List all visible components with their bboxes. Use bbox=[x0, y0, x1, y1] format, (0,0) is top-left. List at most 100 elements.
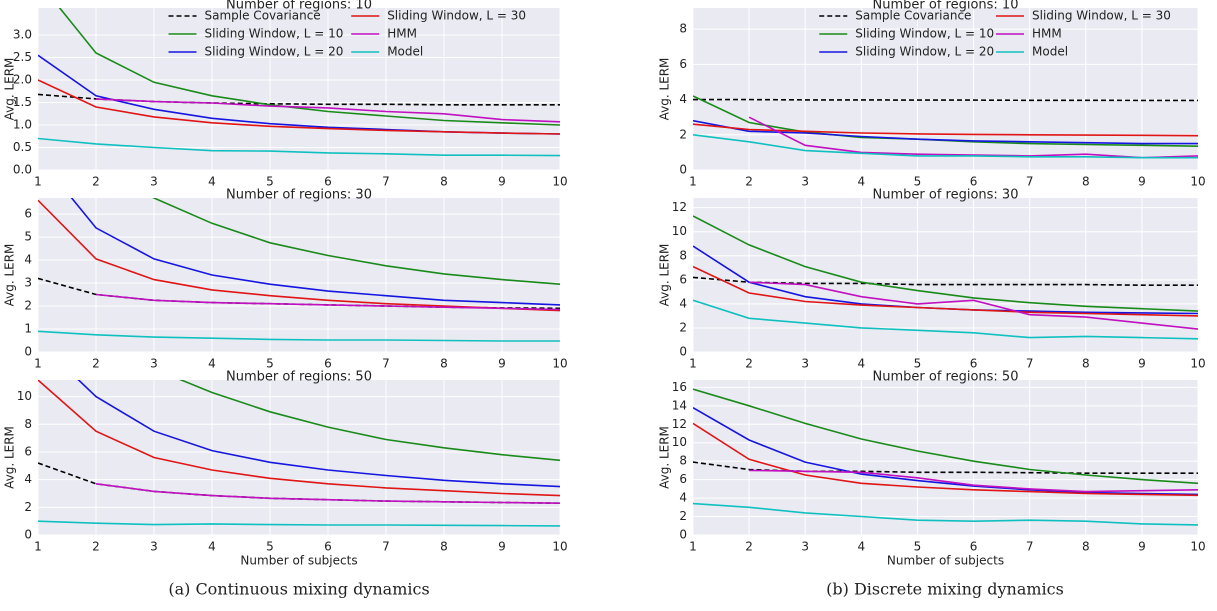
x-tick-label: 6 bbox=[324, 540, 332, 554]
x-tick-label: 3 bbox=[150, 175, 158, 189]
y-tick-label: 5 bbox=[24, 230, 32, 244]
y-tick-label: 0.0 bbox=[13, 163, 32, 177]
y-tick-label: 0 bbox=[679, 163, 687, 177]
x-tick-label: 5 bbox=[914, 175, 922, 189]
series-line bbox=[95, 483, 560, 504]
x-tick-label: 9 bbox=[1138, 175, 1146, 189]
x-tick-label: 3 bbox=[150, 357, 158, 371]
x-tick-label: 10 bbox=[1190, 175, 1205, 189]
plot-area bbox=[38, 198, 560, 352]
y-axis-label: Avg. LERM bbox=[3, 244, 17, 307]
lines bbox=[693, 95, 1198, 159]
y-tick-label: 2 bbox=[24, 299, 32, 313]
x-tick-label: 2 bbox=[92, 357, 100, 371]
series-line bbox=[95, 98, 560, 123]
y-tick-label: 2 bbox=[679, 127, 687, 141]
y-tick-label: 2.5 bbox=[13, 50, 32, 64]
x-tick-label: 6 bbox=[970, 357, 978, 371]
series-line bbox=[38, 93, 560, 106]
x-tick-label: 9 bbox=[498, 540, 506, 554]
y-tick-label: 8 bbox=[679, 248, 687, 262]
y-tick-label: 10 bbox=[672, 435, 687, 449]
legend-label: Sample Covariance bbox=[855, 9, 971, 23]
series-line bbox=[749, 281, 1198, 330]
series-line bbox=[38, 137, 560, 157]
series-line bbox=[748, 116, 1198, 159]
x-tick-label: 8 bbox=[1082, 357, 1090, 371]
y-tick-label: 14 bbox=[672, 398, 687, 412]
y-axis-label: Avg. LERM bbox=[658, 58, 672, 121]
y-tick-label: 10 bbox=[672, 224, 687, 238]
series-line bbox=[693, 119, 1198, 145]
series-line bbox=[693, 265, 1198, 317]
x-axis-label: Number of subjects bbox=[240, 554, 357, 568]
lines bbox=[38, 198, 560, 342]
x-tick-label: 10 bbox=[552, 540, 567, 554]
series-line bbox=[152, 198, 560, 285]
x-tick-label: 1 bbox=[689, 540, 697, 554]
x-tick-label: 1 bbox=[34, 357, 42, 371]
y-tick-label: 1.5 bbox=[13, 95, 32, 109]
series-line bbox=[693, 422, 1198, 497]
x-tick-label: 7 bbox=[382, 175, 390, 189]
series-line bbox=[95, 293, 560, 311]
y-tick-label: 2 bbox=[679, 320, 687, 334]
y-tick-label: 2 bbox=[679, 509, 687, 523]
series-line bbox=[70, 198, 560, 306]
y-tick-label: 6 bbox=[24, 444, 32, 458]
y-tick-label: 3 bbox=[24, 276, 32, 290]
x-tick-label: 8 bbox=[440, 175, 448, 189]
x-tick-label: 10 bbox=[552, 357, 567, 371]
x-tick-label: 8 bbox=[1082, 175, 1090, 189]
x-tick-label: 6 bbox=[324, 175, 332, 189]
y-tick-label: 4 bbox=[679, 296, 687, 310]
x-tick-label: 1 bbox=[34, 175, 42, 189]
y-tick-label: 12 bbox=[672, 200, 687, 214]
y-tick-label: 2.0 bbox=[13, 73, 32, 87]
chart-title: Number of regions: 50 bbox=[226, 370, 372, 385]
x-tick-label: 2 bbox=[745, 175, 753, 189]
x-tick-label: 5 bbox=[266, 357, 274, 371]
series-line bbox=[58, 8, 560, 126]
x-tick-label: 3 bbox=[801, 540, 809, 554]
x-tick-label: 7 bbox=[1026, 175, 1034, 189]
plot-area bbox=[693, 380, 1198, 535]
y-tick-label: 0 bbox=[679, 528, 687, 542]
y-tick-label: 8 bbox=[679, 454, 687, 468]
x-tick-label: 2 bbox=[745, 357, 753, 371]
y-tick-label: 1.0 bbox=[13, 118, 32, 132]
series-line bbox=[77, 380, 560, 488]
series-line bbox=[693, 407, 1198, 496]
y-tick-label: 10 bbox=[17, 389, 32, 403]
x-axis-label: Number of subjects bbox=[887, 554, 1004, 568]
x-tick-label: 7 bbox=[382, 357, 390, 371]
x-tick-label: 6 bbox=[970, 540, 978, 554]
y-tick-label: 0 bbox=[24, 345, 32, 359]
x-tick-label: 8 bbox=[1082, 540, 1090, 554]
x-tick-label: 6 bbox=[970, 175, 978, 189]
x-tick-label: 8 bbox=[440, 540, 448, 554]
legend-label: Sliding Window, L = 10 bbox=[855, 27, 994, 41]
x-tick-label: 5 bbox=[914, 540, 922, 554]
x-tick-label: 3 bbox=[801, 357, 809, 371]
x-tick-label: 10 bbox=[1190, 357, 1205, 371]
x-tick-label: 9 bbox=[498, 175, 506, 189]
legend-label: HMM bbox=[1032, 27, 1062, 41]
x-tick-label: 7 bbox=[1026, 357, 1034, 371]
x-tick-label: 9 bbox=[498, 357, 506, 371]
x-tick-label: 8 bbox=[440, 357, 448, 371]
y-axis-label: Avg. LERM bbox=[3, 58, 17, 121]
chart-title: Number of regions: 30 bbox=[873, 188, 1019, 203]
x-tick-label: 4 bbox=[208, 357, 216, 371]
plot-area bbox=[38, 380, 560, 535]
y-tick-label: 4 bbox=[24, 472, 32, 486]
chart-title: Number of regions: 10 bbox=[873, 0, 1019, 13]
x-tick-label: 5 bbox=[266, 540, 274, 554]
x-tick-label: 3 bbox=[801, 175, 809, 189]
y-tick-label: 0.5 bbox=[13, 140, 32, 154]
plot-area bbox=[693, 198, 1198, 352]
x-tick-label: 1 bbox=[689, 357, 697, 371]
lines bbox=[38, 380, 560, 527]
chart-title: Number of regions: 30 bbox=[226, 188, 372, 203]
